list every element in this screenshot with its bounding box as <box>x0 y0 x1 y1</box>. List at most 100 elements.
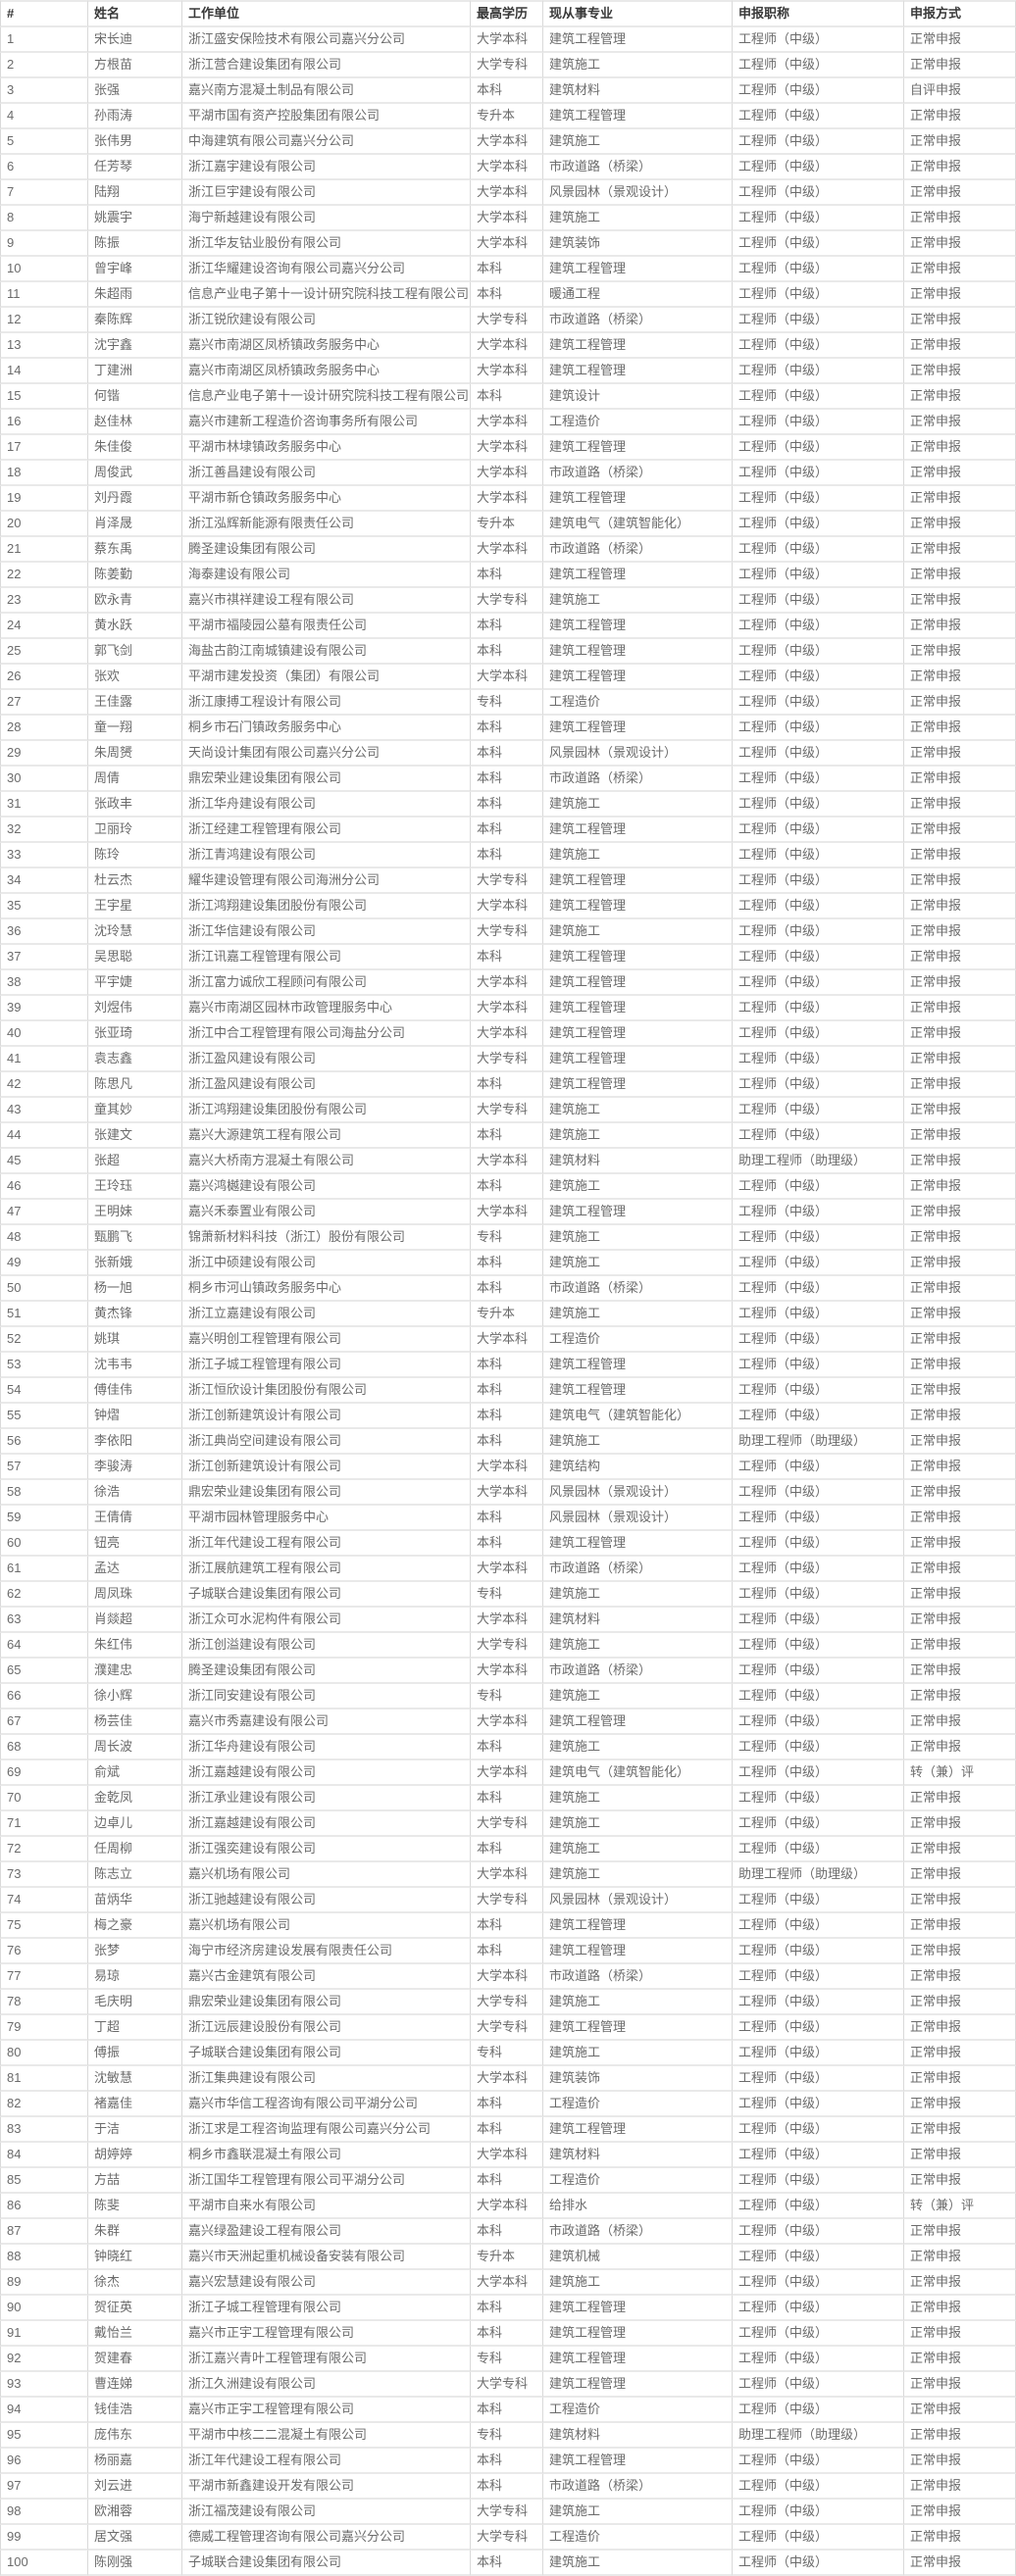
cell-profession: 建筑施工 <box>543 129 733 155</box>
cell-employer: 嘉兴市华信工程咨询有限公司平湖分公司 <box>182 2092 471 2117</box>
table-row: 54 傅佳伟 浙江恒欣设计集团股份有限公司 本科 建筑工程管理 工程师（中级） 正常申报 <box>0 1378 1016 1404</box>
cell-declared-title: 工程师（中级） <box>733 1174 904 1200</box>
cell-education: 本科 <box>471 2117 543 2143</box>
cell-declared-title: 工程师（中级） <box>733 2245 904 2270</box>
table-row: 72 任周柳 浙江强奕建设有限公司 本科 建筑施工 工程师（中级） 正常申报 <box>0 1837 1016 1862</box>
table-row: 21 蔡东禹 腾圣建设集团有限公司 大学本科 市政道路（桥梁） 工程师（中级） 正常申报 <box>0 537 1016 563</box>
table-row: 11 朱超雨 信息产业电子第十一设计研究院科技工程有限公司 本科 暖通工程 工程师（中级）… <box>0 282 1016 308</box>
cell-name: 沈韦韦 <box>88 1353 182 1378</box>
cell-application-method: 正常申报 <box>904 2092 1016 2117</box>
cell-declared-title: 工程师（中级） <box>733 2117 904 2143</box>
cell-row-number: 34 <box>0 868 88 894</box>
cell-declared-title: 助理工程师（助理级） <box>733 2423 904 2449</box>
cell-declared-title: 工程师（中级） <box>733 1811 904 1837</box>
cell-declared-title: 工程师（中级） <box>733 2296 904 2321</box>
cell-education: 本科 <box>471 1174 543 1200</box>
cell-employer: 嘉兴市天洲起重机械设备安装有限公司 <box>182 2245 471 2270</box>
cell-declared-title: 工程师（中级） <box>733 1251 904 1276</box>
cell-application-method: 正常申报 <box>904 231 1016 257</box>
cell-row-number: 41 <box>0 1047 88 1072</box>
cell-employer: 浙江强奕建设有限公司 <box>182 1837 471 1862</box>
cell-name: 钟晓红 <box>88 2245 182 2270</box>
table-row: 77 易琼 嘉兴古金建筑有限公司 大学本科 市政道路（桥梁） 工程师（中级） 正常申报 <box>0 1964 1016 1990</box>
cell-declared-title: 工程师（中级） <box>733 2525 904 2551</box>
cell-declared-title: 工程师（中级） <box>733 2219 904 2245</box>
cell-employer: 浙江国华工程管理有限公司平湖分公司 <box>182 2168 471 2194</box>
cell-profession: 建筑电气（建筑智能化） <box>543 512 733 537</box>
cell-application-method: 正常申报 <box>904 1939 1016 1964</box>
table-row: 13 沈宇鑫 嘉兴市南湖区凤桥镇政务服务中心 大学本科 建筑工程管理 工程师（中级） 正常申… <box>0 333 1016 359</box>
table-row: 34 杜云杰 耀华建设管理有限公司海洲分公司 大学专科 建筑工程管理 工程师（中级） 正常申… <box>0 868 1016 894</box>
cell-row-number: 36 <box>0 919 88 945</box>
table-row: 33 陈玲 浙江青鸿建设有限公司 本科 建筑施工 工程师（中级） 正常申报 <box>0 843 1016 868</box>
cell-education: 本科 <box>471 2168 543 2194</box>
cell-employer: 浙江久洲建设有限公司 <box>182 2372 471 2398</box>
table-row: 15 何锴 信息产业电子第十一设计研究院科技工程有限公司 本科 建筑设计 工程师（中级）正… <box>0 384 1016 410</box>
table-row: 79 丁超 浙江远辰建设股份有限公司 大学专科 建筑工程管理 工程师（中级） 正常申报 <box>0 2015 1016 2041</box>
cell-declared-title: 工程师（中级） <box>733 1964 904 1990</box>
cell-row-number: 51 <box>0 1302 88 1327</box>
cell-education: 专科 <box>471 690 543 716</box>
table-row: 88 钟晓红 嘉兴市天洲起重机械设备安装有限公司 专升本 建筑机械 工程师（中级） 正常申报 <box>0 2245 1016 2270</box>
cell-education: 本科 <box>471 1506 543 1531</box>
cell-education: 大学本科 <box>471 970 543 996</box>
cell-declared-title: 工程师（中级） <box>733 2449 904 2474</box>
table-row: 17 朱佳俊 平湖市林埭镇政务服务中心 大学本科 建筑工程管理 工程师（中级） 正常申报 <box>0 435 1016 461</box>
cell-application-method: 正常申报 <box>904 1786 1016 1811</box>
cell-declared-title: 工程师（中级） <box>733 2015 904 2041</box>
cell-declared-title: 工程师（中级） <box>733 1378 904 1404</box>
cell-name: 宋长迪 <box>88 27 182 53</box>
cell-employer: 子城联合建设集团有限公司 <box>182 1582 471 1608</box>
table-row: 91 戴怡兰 嘉兴市正宇工程管理有限公司 本科 建筑工程管理 工程师（中级） 正常申报 <box>0 2321 1016 2347</box>
cell-education: 专科 <box>471 2423 543 2449</box>
cell-name: 沈宇鑫 <box>88 333 182 359</box>
table-row: 73 陈志立 嘉兴机场有限公司 大学本科 建筑施工 助理工程师（助理级） 正常申报 <box>0 1862 1016 1888</box>
cell-declared-title: 工程师（中级） <box>733 614 904 639</box>
cell-row-number: 4 <box>0 104 88 129</box>
cell-employer: 子城联合建设集团有限公司 <box>182 2041 471 2066</box>
cell-education: 本科 <box>471 1378 543 1404</box>
cell-application-method: 正常申报 <box>904 1811 1016 1837</box>
cell-name: 张伟男 <box>88 129 182 155</box>
cell-profession: 建筑施工 <box>543 53 733 78</box>
cell-profession: 建筑工程管理 <box>543 1939 733 1964</box>
cell-declared-title: 工程师（中级） <box>733 817 904 843</box>
table-row: 86 陈斐 平湖市自来水有限公司 大学本科 给排水 工程师（中级） 转（兼）评 <box>0 2194 1016 2219</box>
cell-employer: 浙江营合建设集团有限公司 <box>182 53 471 78</box>
cell-employer: 天尚设计集团有限公司嘉兴分公司 <box>182 741 471 767</box>
cell-employer: 浙江展航建筑工程有限公司 <box>182 1557 471 1582</box>
cell-education: 本科 <box>471 1837 543 1862</box>
cell-application-method: 正常申报 <box>904 435 1016 461</box>
cell-row-number: 63 <box>0 1608 88 1633</box>
cell-application-method: 正常申报 <box>904 180 1016 206</box>
cell-row-number: 42 <box>0 1072 88 1098</box>
cell-application-method: 正常申报 <box>904 843 1016 868</box>
cell-row-number: 32 <box>0 817 88 843</box>
cell-profession: 建筑工程管理 <box>543 716 733 741</box>
cell-application-method: 自评申报 <box>904 78 1016 104</box>
cell-application-method: 正常申报 <box>904 1862 1016 1888</box>
cell-education: 大学本科 <box>471 996 543 1021</box>
table-row: 14 丁建洲 嘉兴市南湖区凤桥镇政务服务中心 大学本科 建筑工程管理 工程师（中级） 正常申… <box>0 359 1016 384</box>
cell-name: 袁志鑫 <box>88 1047 182 1072</box>
table-row: 67 杨芸佳 嘉兴市秀嘉建设有限公司 大学本科 建筑工程管理 工程师（中级） 正常申报 <box>0 1709 1016 1735</box>
cell-row-number: 90 <box>0 2296 88 2321</box>
cell-application-method: 正常申报 <box>904 2474 1016 2500</box>
cell-employer: 平湖市新仓镇政务服务中心 <box>182 486 471 512</box>
cell-employer: 浙江善昌建设有限公司 <box>182 461 471 486</box>
cell-row-number: 82 <box>0 2092 88 2117</box>
table-row: 87 朱群 嘉兴绿盈建设工程有限公司 本科 市政道路（桥梁） 工程师（中级） 正常申报 <box>0 2219 1016 2245</box>
table-row: 30 周倩 鼎宏荣业建设集团有限公司 本科 市政道路（桥梁） 工程师（中级） 正常申报 <box>0 767 1016 792</box>
cell-declared-title: 工程师（中级） <box>733 1582 904 1608</box>
cell-name: 周长波 <box>88 1735 182 1760</box>
table-row: 29 朱周赟 天尚设计集团有限公司嘉兴分公司 本科 风景园林（景观设计） 工程师（中级）正… <box>0 741 1016 767</box>
cell-declared-title: 工程师（中级） <box>733 690 904 716</box>
cell-row-number: 33 <box>0 843 88 868</box>
cell-employer: 嘉兴机场有限公司 <box>182 1913 471 1939</box>
cell-employer: 浙江富力诚欣工程顾问有限公司 <box>182 970 471 996</box>
cell-row-number: 31 <box>0 792 88 817</box>
cell-application-method: 正常申报 <box>904 1353 1016 1378</box>
table-row: 1 宋长迪 浙江盛安保险技术有限公司嘉兴分公司 大学本科 建筑工程管理 工程师（中级） 正常… <box>0 27 1016 53</box>
cell-profession: 建筑施工 <box>543 2551 733 2576</box>
cell-name: 姚震宇 <box>88 206 182 231</box>
